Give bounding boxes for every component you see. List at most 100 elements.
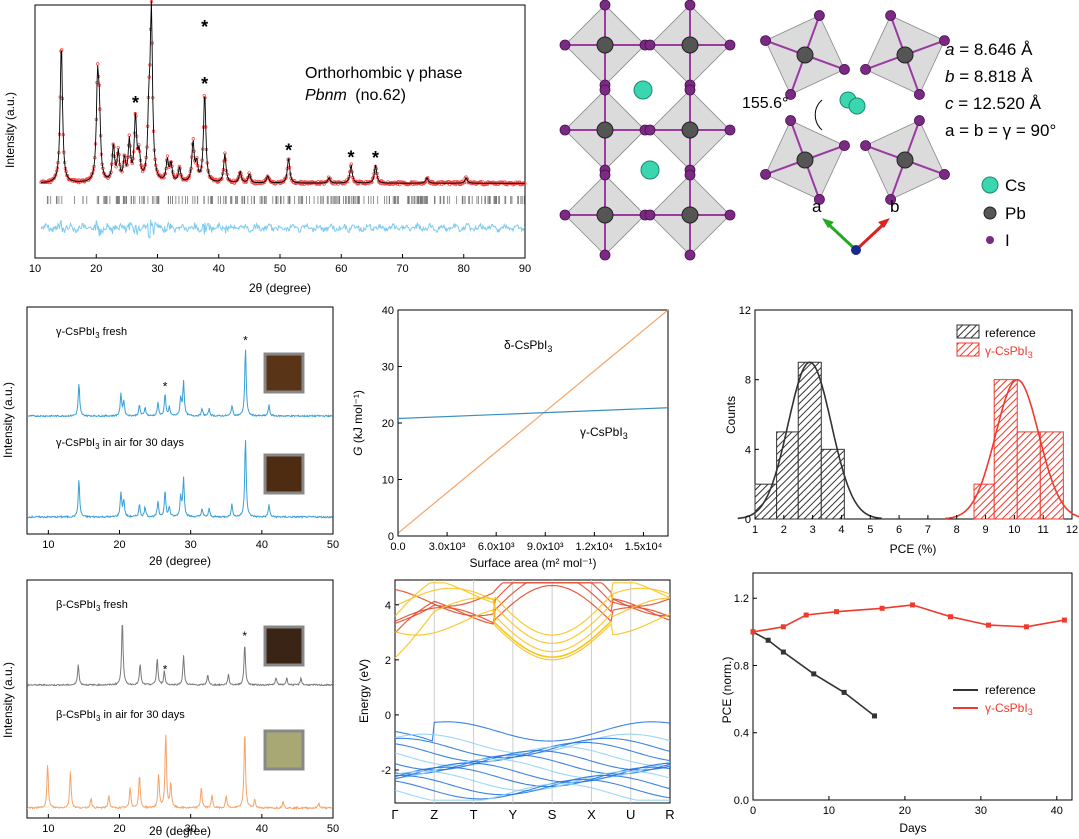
x-axis-label: 2θ (degree) — [149, 554, 211, 568]
iodine-atom — [760, 169, 771, 180]
valence-band — [394, 774, 671, 796]
observed-point — [304, 180, 308, 185]
iodine-atom — [559, 209, 571, 221]
iodine-atom — [860, 140, 871, 151]
impurity-star: * — [201, 74, 208, 94]
lead-atom — [896, 151, 914, 169]
plot-frame — [394, 579, 671, 804]
iodine-atom — [885, 194, 896, 205]
conduction-band — [394, 609, 671, 661]
iodine-atom — [599, 84, 611, 96]
y-tick-label: 0 — [385, 710, 391, 722]
x-tick-label: 20 — [113, 539, 125, 551]
kpoint-label: S — [548, 807, 557, 822]
impurity-star: * — [348, 148, 355, 168]
lead-atom — [596, 36, 614, 54]
y-tick-label: 4 — [385, 600, 391, 612]
x-tick-label: 0 — [750, 805, 756, 817]
valence-band — [394, 766, 671, 788]
histogram-bar — [754, 483, 778, 520]
impurity-star: * — [243, 334, 248, 348]
x-axis-label: PCE (%) — [890, 542, 937, 556]
conduction-band — [394, 597, 671, 659]
angle-label: 155.6° — [742, 95, 788, 112]
valence-band — [394, 762, 671, 783]
x-tick-label: 30 — [185, 539, 197, 551]
legend-reference: reference — [985, 683, 1036, 697]
lead-atom — [596, 206, 614, 224]
data-point — [872, 713, 878, 719]
svg-text:Pbnm (no.62): Pbnm (no.62) — [305, 87, 406, 104]
iodine-atom — [760, 35, 771, 46]
difference-curve — [40, 219, 526, 239]
iodine-atom — [839, 140, 850, 151]
iodine-atom — [785, 89, 796, 100]
iodine-atom — [644, 209, 656, 221]
y-tick-label: 4 — [745, 444, 751, 456]
panel-xrd-refinement: * * * * * * 10 20 30 40 50 60 70 80 90 Orthorhombic γ… — [3, 0, 531, 295]
series-line-gamma — [397, 407, 669, 420]
atom-legend: Cs Pb I — [981, 176, 1026, 250]
plot-frame — [34, 4, 526, 259]
x-tick-label: 10 — [823, 805, 835, 817]
y-tick-label: 0 — [745, 514, 751, 526]
cesium-atom — [640, 160, 660, 180]
legend-swatch-reference — [956, 324, 980, 339]
y-axis-label: Intensity (a.u.) — [1, 662, 15, 738]
valence-band — [394, 750, 671, 771]
axis-triad: a b — [812, 197, 899, 255]
observed-point — [256, 181, 260, 185]
data-point — [841, 689, 847, 695]
x-tick-label: 0.0 — [390, 541, 405, 553]
iodine-atom — [814, 10, 825, 21]
observed-point — [88, 175, 93, 180]
legend-reference: reference — [985, 326, 1036, 340]
iodine-atom — [684, 249, 696, 261]
y-axis-label: Intensity (a.u.) — [1, 382, 15, 458]
x-tick-label: 10 — [1008, 524, 1020, 536]
histogram-bar — [776, 431, 799, 520]
impurity-star: * — [242, 629, 247, 643]
x-tick-label: 20 — [899, 805, 911, 817]
x-tick-label: 9.0x10³ — [527, 541, 564, 553]
x-tick-label: 3.0x10³ — [429, 541, 466, 553]
film-photo-aged — [263, 729, 305, 771]
observed-point — [127, 133, 131, 137]
pb-atom-icon — [983, 206, 997, 220]
panel-crystal-structure: 155.6° a = 8.646 Å b = 8.818 Å c = 12.52… — [559, 0, 1056, 261]
x-axis-label: 2θ (degree) — [149, 824, 211, 838]
x-tick-label: 4 — [838, 524, 844, 536]
y-tick-label: 10 — [382, 475, 394, 487]
iodine-atom — [885, 10, 896, 21]
y-tick-label: 0 — [388, 531, 394, 543]
x-tick-label: 80 — [458, 263, 470, 275]
plot-frame — [752, 572, 1073, 801]
x-tick-label: 10 — [42, 823, 54, 835]
y-axis-label: Counts — [724, 396, 738, 434]
y-axis-label: PCE (norm.) — [720, 657, 734, 724]
conduction-band — [394, 584, 671, 624]
iodine-atom — [559, 39, 571, 51]
legend-swatch-gamma — [956, 342, 980, 357]
kpoint-label: Γ — [391, 807, 398, 822]
label-gamma-fresh: γ-CsPbI3 fresh — [56, 326, 127, 340]
data-point — [910, 602, 915, 608]
impurity-star: * — [132, 93, 139, 113]
valence-band — [394, 779, 671, 800]
conduction-band — [394, 582, 671, 625]
series-line-delta — [397, 309, 669, 534]
lead-atom — [681, 206, 699, 224]
plot-frame — [26, 579, 334, 819]
y-tick-label: 0.0 — [734, 795, 749, 807]
structure-view-right — [760, 10, 950, 205]
lead-atom — [796, 151, 814, 169]
x-tick-label: 5 — [867, 524, 873, 536]
valence-band — [394, 770, 671, 792]
x-tick-label: 8 — [954, 524, 960, 536]
histogram-bar — [973, 483, 995, 520]
panel-gamma-xrd: * * 10 20 30 40 50 γ-CsPbI3 fresh γ-CsPbI3 in… — [1, 306, 339, 568]
observed-point — [306, 182, 310, 186]
iodine-atom — [599, 249, 611, 261]
lead-atom — [681, 121, 699, 139]
iodine-atom — [814, 194, 825, 205]
